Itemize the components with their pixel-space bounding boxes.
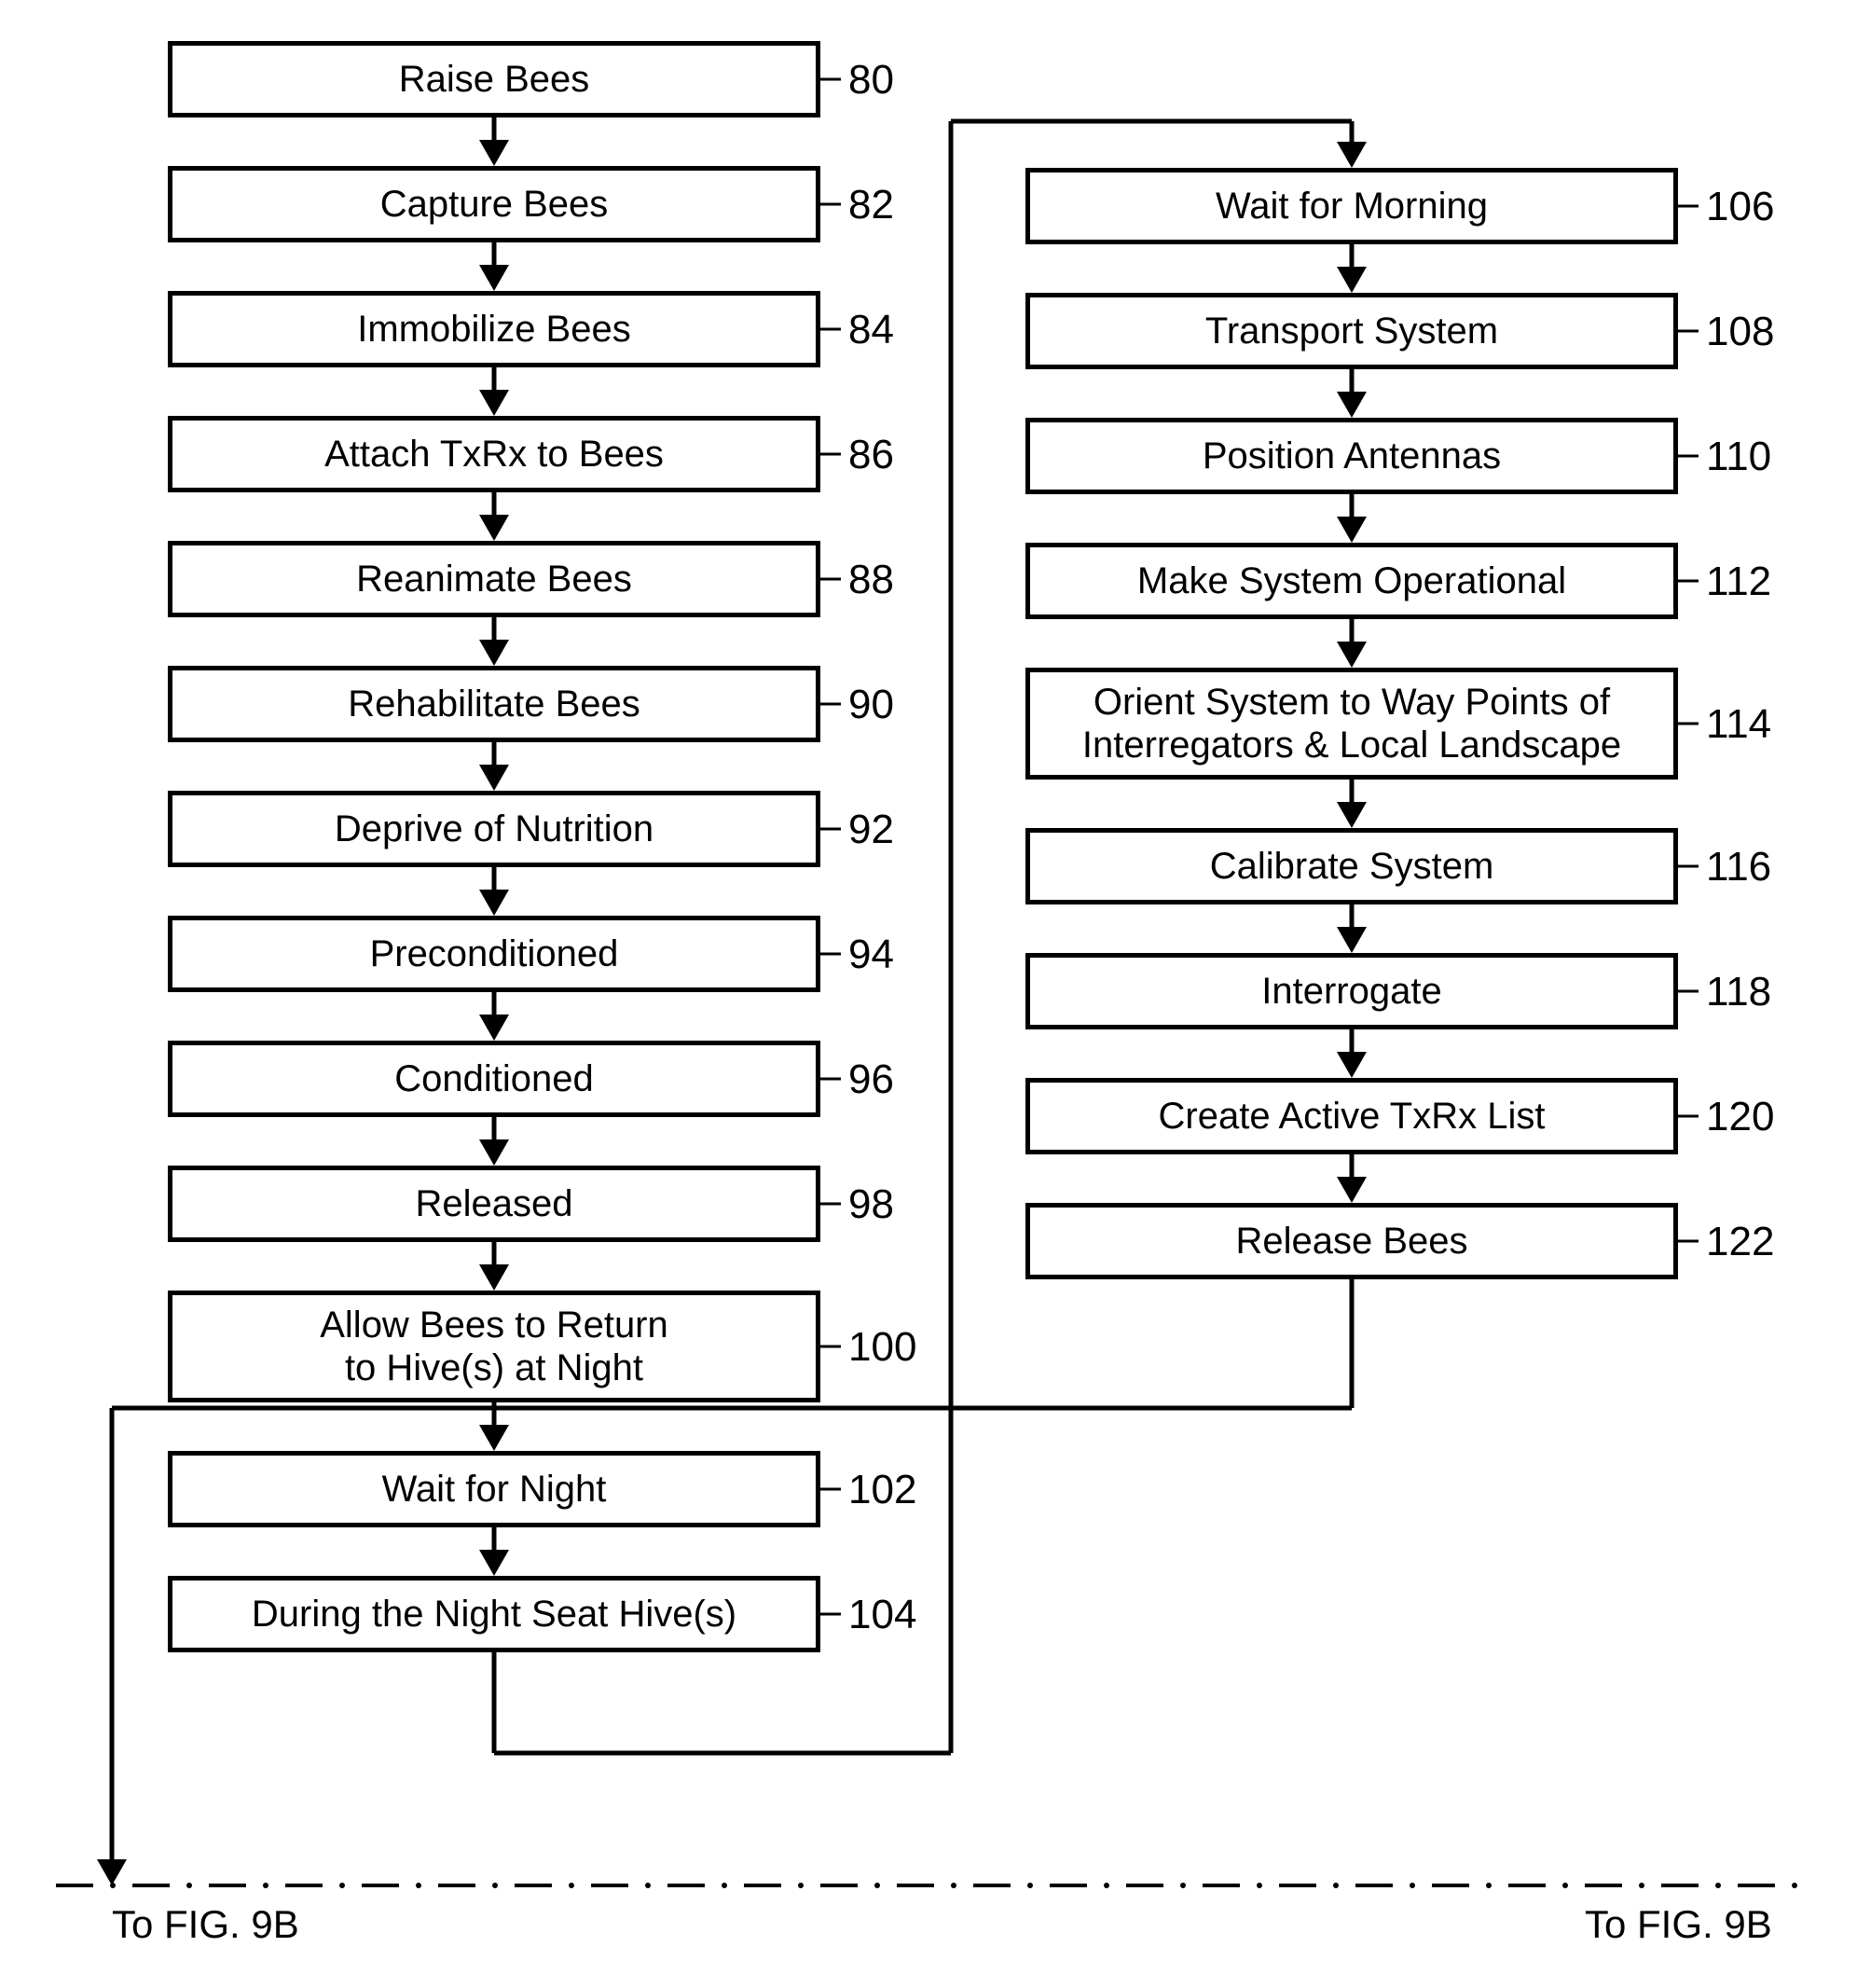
left-box-82: Capture Bees [168,166,820,242]
left-box-94: Preconditioned [168,916,820,992]
flowchart-canvas: Raise Bees 80 Capture Bees 82 Immobilize Bee… [0,0,1857,1988]
footer-left-label: To FIG. 9B [112,1902,299,1947]
left-box-84: Immobilize Bees [168,291,820,367]
right-box-116: Calibrate System [1025,828,1678,904]
right-box-122: Release Bees [1025,1203,1678,1279]
right-ref-106: 106 [1706,184,1774,230]
right-ref-122: 122 [1706,1219,1774,1265]
right-box-120: Create Active TxRx List [1025,1078,1678,1154]
right-box-110: Position Antennas [1025,418,1678,494]
left-ref-86: 86 [848,432,894,478]
left-ref-92: 92 [848,807,894,853]
right-ref-118: 118 [1706,969,1771,1015]
left-ref-98: 98 [848,1181,894,1228]
left-box-102: Wait for Night [168,1451,820,1527]
left-ref-94: 94 [848,932,894,978]
left-box-98: Released [168,1166,820,1242]
right-box-108: Transport System [1025,293,1678,369]
left-ref-82: 82 [848,182,894,228]
right-box-112: Make System Operational [1025,543,1678,619]
right-ref-120: 120 [1706,1094,1774,1140]
left-ref-100: 100 [848,1324,916,1371]
left-ref-88: 88 [848,557,894,603]
left-box-88: Reanimate Bees [168,541,820,617]
left-box-104: During the Night Seat Hive(s) [168,1576,820,1652]
right-ref-114: 114 [1706,701,1771,748]
right-ref-112: 112 [1706,559,1771,605]
right-box-106: Wait for Morning [1025,168,1678,244]
left-box-92: Deprive of Nutrition [168,791,820,867]
left-box-80: Raise Bees [168,41,820,117]
left-ref-80: 80 [848,57,894,104]
left-ref-90: 90 [848,682,894,728]
left-box-90: Rehabilitate Bees [168,666,820,742]
right-ref-108: 108 [1706,309,1774,355]
footer-right-label: To FIG. 9B [1585,1902,1772,1947]
left-ref-102: 102 [848,1467,916,1513]
left-ref-96: 96 [848,1056,894,1103]
right-ref-116: 116 [1706,844,1771,890]
right-ref-110: 110 [1706,434,1771,480]
left-box-86: Attach TxRx to Bees [168,416,820,492]
left-ref-104: 104 [848,1592,916,1638]
left-box-100: Allow Bees to Returnto Hive(s) at Night [168,1291,820,1402]
right-box-114: Orient System to Way Points ofInterregat… [1025,668,1678,780]
left-ref-84: 84 [848,307,894,353]
right-box-118: Interrogate [1025,953,1678,1029]
left-box-96: Conditioned [168,1041,820,1117]
